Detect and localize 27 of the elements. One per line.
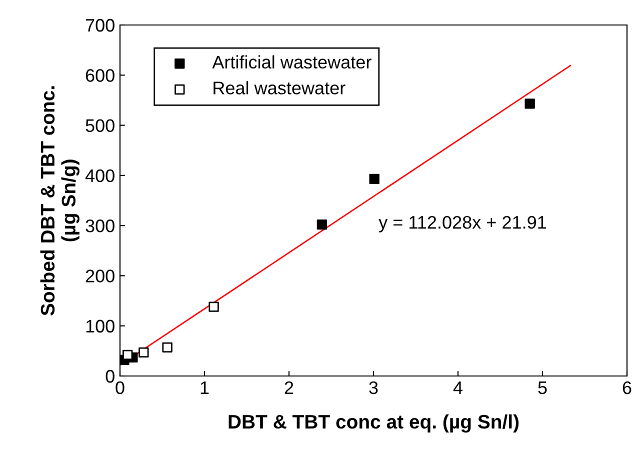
y-tick-label: 200 (86, 270, 114, 282)
y-tick-label: 100 (86, 320, 114, 333)
y-tick-label: 700 (86, 18, 114, 32)
x-tick-label: 4 (453, 382, 462, 394)
y-tick-label: 400 (85, 169, 114, 182)
legend-label: Artificial wastewater (212, 55, 372, 69)
point (162, 342, 172, 353)
x-tick-label: 0 (116, 381, 124, 394)
y-tick-label: 600 (86, 69, 114, 82)
x-axis-title: DBT & TBT conc at eq. (µg Sn/l) (228, 414, 519, 433)
y-tick-label: 300 (86, 220, 114, 232)
point (138, 347, 149, 358)
point (524, 98, 535, 109)
x-tick-label: 6 (622, 381, 632, 394)
y-tick-label: 0 (106, 370, 114, 383)
point (316, 219, 328, 230)
y-tick-label: 500 (86, 119, 114, 132)
x-tick-label: 2 (284, 381, 294, 394)
x-tick-label: 5 (538, 382, 547, 394)
point (122, 350, 133, 360)
annotation: y = 112.028x + 21.91 (378, 216, 546, 232)
x-tick-label: 3 (369, 381, 378, 394)
legend-label: Real wastewater (214, 81, 346, 94)
point (208, 302, 219, 312)
point (369, 174, 380, 184)
x-tick-label: 1 (200, 382, 209, 394)
y-axis-title: Sorbed DBT & TBT conc. (µg Sn/g) (40, 86, 80, 316)
